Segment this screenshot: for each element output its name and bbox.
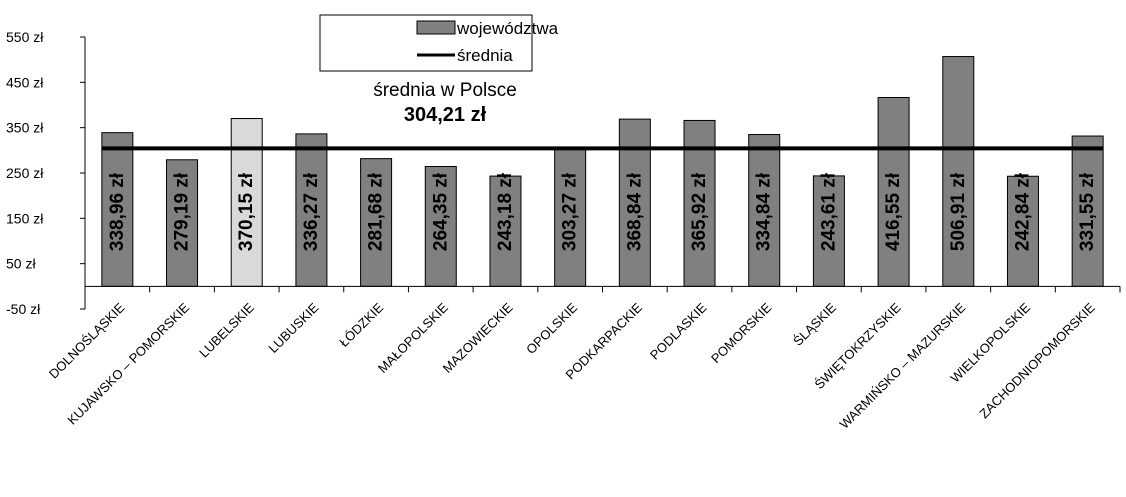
x-category-label: MAZOWIECKIE (440, 300, 516, 376)
legend: województwa średnia (319, 14, 559, 72)
legend-label-srednia: średnia (457, 46, 513, 65)
y-tick-label: 550 zł (6, 29, 44, 45)
bar (424, 165, 457, 287)
average-annotation-text: średnia w Polsce (373, 80, 517, 101)
bar (360, 158, 393, 287)
y-tick-label: -50 zł (6, 301, 41, 317)
bar-value-label: 281,68 zł (366, 172, 387, 251)
bar (101, 132, 134, 287)
y-axis: -50 zł 50 zł 150 zł 250 zł 350 zł 450 zł 550 z… (6, 29, 86, 317)
legend-label-wojewodztwa: województwa (456, 19, 559, 38)
bar-value-label: 506,91 zł (948, 172, 969, 251)
bar-value-label: 336,27 zł (301, 172, 322, 251)
bar-value-label: 370,15 zł (236, 172, 257, 251)
bar (1071, 135, 1104, 287)
bar-value-label: 338,96 zł (107, 172, 128, 251)
bar-value-label: 279,19 zł (172, 172, 193, 251)
bar-value-label: 243,18 zł (495, 172, 516, 251)
x-category-label: KUJAWSKO – POMORSKIE (64, 300, 192, 428)
legend-swatch-bar (416, 20, 456, 35)
value-labels: 338,96 zł 279,19 zł 370,15 zł 336,27 zł 281,… (107, 172, 1098, 251)
bar (1006, 175, 1039, 287)
y-tick-label: 50 zł (6, 256, 36, 272)
x-category-label: OPOLSKIE (523, 300, 580, 357)
bar-value-label: 368,84 zł (624, 172, 645, 251)
x-category-label: LUBELSKIE (196, 300, 257, 361)
bar-value-label: 331,55 zł (1077, 172, 1098, 251)
bar (295, 133, 328, 287)
y-tick-label: 450 zł (6, 74, 44, 90)
bar (489, 175, 522, 287)
y-tick-label: 350 zł (6, 120, 44, 136)
bar (554, 148, 587, 287)
bar-value-label: 243,61 zł (818, 172, 839, 251)
bar-value-label: 334,84 zł (754, 172, 775, 251)
x-category-label: PODLASKIE (647, 300, 710, 363)
bar-value-label: 242,84 zł (1012, 172, 1033, 251)
bar-value-label: 416,55 zł (883, 172, 904, 251)
bar (942, 56, 975, 287)
x-category-label: ZACHODNIOPOMORSKIE (976, 300, 1098, 422)
x-category-label: WARMIŃSKO – MAZURSKIE (837, 300, 969, 432)
bar-value-label: 365,92 zł (689, 172, 710, 251)
bar-value-label: 303,27 zł (560, 172, 581, 251)
x-category-label: ŁÓDZKIE (336, 300, 386, 350)
average-annotation-value: 304,21 zł (404, 104, 487, 126)
x-category-label: ŚLĄSKIE (790, 300, 839, 349)
y-tick-label: 150 zł (6, 210, 44, 226)
y-tick-label: 250 zł (6, 165, 44, 181)
bar-value-label: 264,35 zł (430, 172, 451, 251)
bar (748, 134, 781, 287)
x-category-label: POMORSKIE (708, 300, 775, 367)
x-category-label: LUBUSKIE (265, 300, 321, 356)
